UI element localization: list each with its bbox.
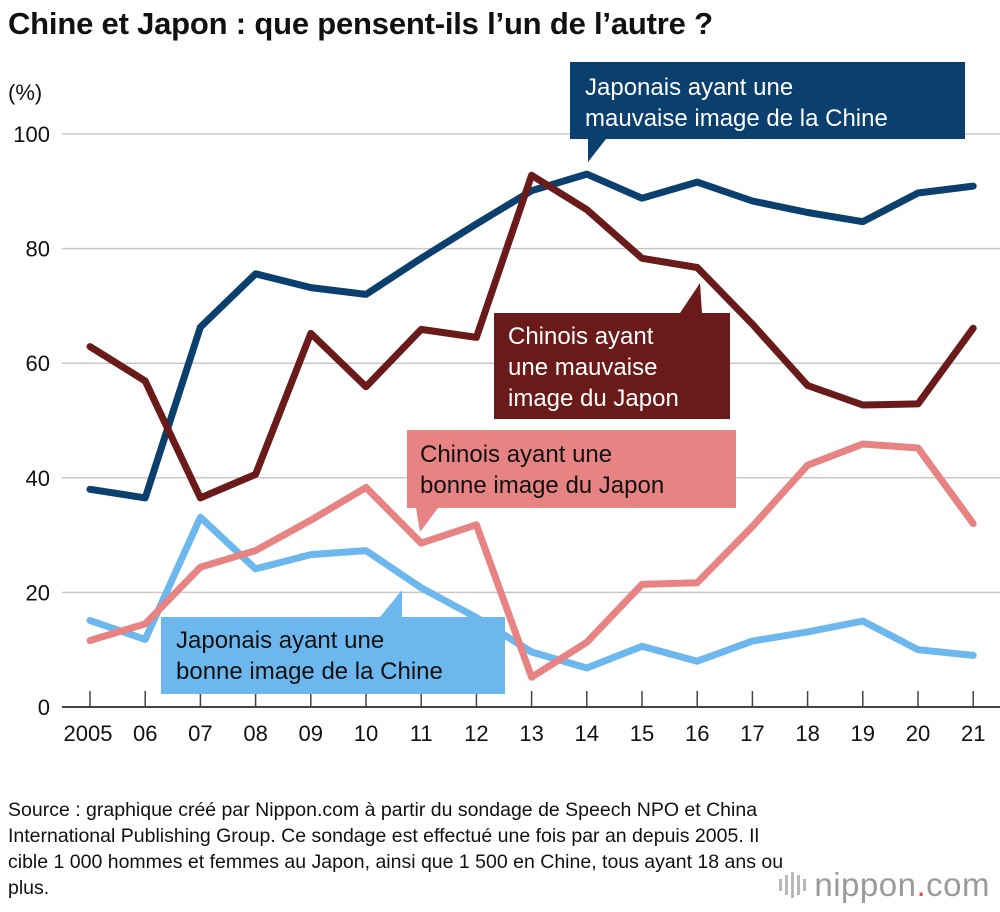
callout-label-line: Japonais ayant une — [585, 74, 793, 101]
y-tick-label: 40 — [26, 466, 50, 491]
x-tick-label: 19 — [851, 721, 875, 746]
callout-label-line: image du Japon — [508, 385, 679, 412]
x-tick-label: 17 — [740, 721, 764, 746]
series-line — [86, 171, 977, 502]
y-tick-label: 80 — [26, 237, 50, 262]
callout-japan-good-image: Japonais ayant une bonne image de la Chin… — [161, 590, 505, 694]
callout-label-line: Japonais ayant une — [176, 627, 384, 654]
line-chart: (%) 0 20 40 60 80 100 2005 06 07 08 09 10 11 12 13 14 15 1… — [8, 62, 1000, 746]
x-tick-label: 06 — [133, 721, 157, 746]
y-tick-label: 100 — [13, 122, 50, 147]
x-tick-label: 12 — [464, 721, 488, 746]
y-axis-unit-label: (%) — [8, 80, 42, 105]
x-tick-label: 08 — [243, 721, 267, 746]
x-tick-label: 10 — [354, 721, 378, 746]
x-tick-label: 20 — [906, 721, 930, 746]
series-layer — [86, 170, 977, 681]
series-line — [86, 170, 977, 502]
callout-label-line: bonne image du Japon — [420, 472, 664, 499]
x-tick-label: 15 — [630, 721, 654, 746]
x-tick-label: 21 — [961, 721, 985, 746]
callout-pointer — [680, 283, 702, 313]
logo-bars-icon — [779, 872, 807, 898]
series-line — [86, 440, 977, 681]
callout-pointer — [588, 139, 606, 162]
callout-label-line: mauvaise image de la Chine — [585, 105, 888, 132]
x-tick-label: 18 — [795, 721, 819, 746]
callout-label-line: une mauvaise — [508, 354, 657, 381]
callout-label-line: bonne image de la Chine — [176, 658, 443, 685]
callout-box — [494, 313, 730, 419]
callout-box — [407, 430, 736, 508]
y-tick-label: 20 — [26, 580, 50, 605]
callout-pointer — [416, 508, 438, 532]
callout-layer: Japonais ayant une mauvaise image de la C… — [161, 62, 965, 694]
x-tick-label: 07 — [188, 721, 212, 746]
nippon-logo: nippon.com — [779, 866, 990, 904]
source-note: Source : graphique créé par Nippon.com à… — [8, 799, 784, 899]
callout-box — [570, 62, 965, 139]
callout-japan-bad-image: Japonais ayant une mauvaise image de la C… — [570, 62, 965, 162]
x-tick-label: 09 — [299, 721, 323, 746]
chart-title: Chine et Japon : que pensent-ils l’un de… — [8, 6, 713, 41]
x-tick-label: 13 — [519, 721, 543, 746]
brand-wordmark: nippon.com — [814, 866, 990, 903]
x-tick-label: 16 — [685, 721, 709, 746]
callout-china-bad-image: Chinois ayant une mauvaise image du Japon — [494, 283, 730, 419]
x-tick-label: 2005 — [64, 721, 113, 746]
callout-box — [161, 617, 505, 694]
callout-pointer — [380, 590, 402, 617]
y-tick-label: 60 — [26, 351, 50, 376]
callout-label-line: Chinois ayant une — [420, 441, 612, 468]
y-tick-label: 0 — [38, 695, 50, 720]
callout-china-good-image: Chinois ayant une bonne image du Japon — [407, 430, 736, 532]
axis-layer: (%) 0 20 40 60 80 100 2005 06 07 08 09 10 11 12 13 14 15 1… — [8, 80, 985, 746]
series-line — [86, 513, 977, 672]
callout-label-line: Chinois ayant — [508, 323, 654, 350]
x-tick-label: 11 — [410, 721, 433, 746]
x-tick-label: 14 — [575, 721, 599, 746]
